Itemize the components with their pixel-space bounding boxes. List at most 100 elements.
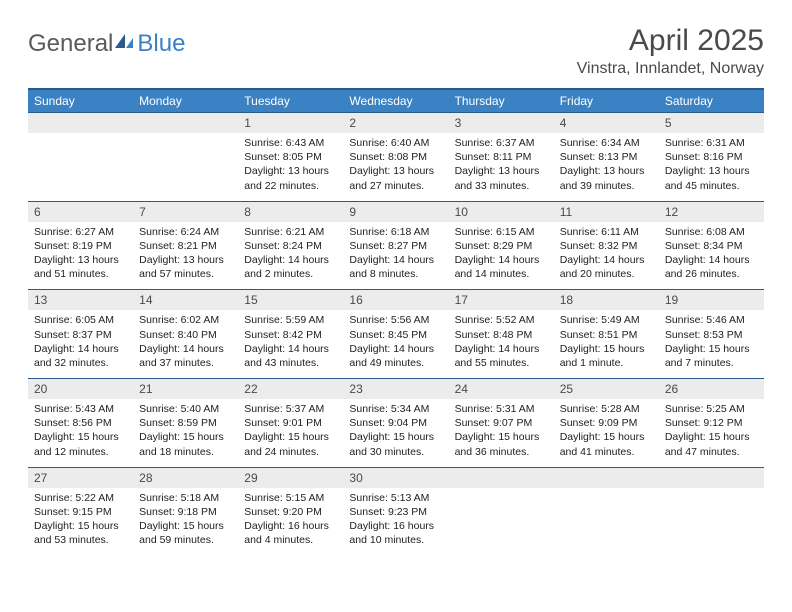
day-body: Sunrise: 5:37 AMSunset: 9:01 PMDaylight:… <box>238 399 343 467</box>
sunrise-line: Sunrise: 5:40 AM <box>139 402 232 416</box>
calendar-page: General Blue April 2025 Vinstra, Innland… <box>0 0 792 575</box>
daylight-line: Daylight: 14 hours and 26 minutes. <box>665 253 758 281</box>
daylight-line: Daylight: 14 hours and 49 minutes. <box>349 342 442 370</box>
calendar-cell: 4Sunrise: 6:34 AMSunset: 8:13 PMDaylight… <box>554 113 659 202</box>
sunrise-line: Sunrise: 6:08 AM <box>665 225 758 239</box>
daylight-line: Daylight: 14 hours and 2 minutes. <box>244 253 337 281</box>
weekday-header-row: SundayMondayTuesdayWednesdayThursdayFrid… <box>28 89 764 113</box>
calendar-cell: 24Sunrise: 5:31 AMSunset: 9:07 PMDayligh… <box>449 379 554 468</box>
sunset-line: Sunset: 8:32 PM <box>560 239 653 253</box>
sunrise-line: Sunrise: 6:40 AM <box>349 136 442 150</box>
title-block: April 2025 Vinstra, Innlandet, Norway <box>577 24 764 78</box>
calendar-cell: 11Sunrise: 6:11 AMSunset: 8:32 PMDayligh… <box>554 201 659 290</box>
sunset-line: Sunset: 8:27 PM <box>349 239 442 253</box>
calendar-week-row: 27Sunrise: 5:22 AMSunset: 9:15 PMDayligh… <box>28 467 764 555</box>
sunrise-line: Sunrise: 6:37 AM <box>455 136 548 150</box>
calendar-cell: 19Sunrise: 5:46 AMSunset: 8:53 PMDayligh… <box>659 290 764 379</box>
calendar-table: SundayMondayTuesdayWednesdayThursdayFrid… <box>28 88 764 555</box>
daylight-line: Daylight: 13 hours and 57 minutes. <box>139 253 232 281</box>
sunset-line: Sunset: 9:01 PM <box>244 416 337 430</box>
calendar-cell: 26Sunrise: 5:25 AMSunset: 9:12 PMDayligh… <box>659 379 764 468</box>
calendar-cell: 20Sunrise: 5:43 AMSunset: 8:56 PMDayligh… <box>28 379 133 468</box>
day-body: Sunrise: 5:56 AMSunset: 8:45 PMDaylight:… <box>343 310 448 378</box>
calendar-cell: 28Sunrise: 5:18 AMSunset: 9:18 PMDayligh… <box>133 467 238 555</box>
sunrise-line: Sunrise: 5:31 AM <box>455 402 548 416</box>
daylight-line: Daylight: 16 hours and 10 minutes. <box>349 519 442 547</box>
calendar-week-row: 20Sunrise: 5:43 AMSunset: 8:56 PMDayligh… <box>28 379 764 468</box>
day-body: Sunrise: 5:34 AMSunset: 9:04 PMDaylight:… <box>343 399 448 467</box>
calendar-cell: 29Sunrise: 5:15 AMSunset: 9:20 PMDayligh… <box>238 467 343 555</box>
month-title: April 2025 <box>577 24 764 58</box>
day-number: 24 <box>449 379 554 399</box>
daylight-line: Daylight: 15 hours and 53 minutes. <box>34 519 127 547</box>
sunrise-line: Sunrise: 6:43 AM <box>244 136 337 150</box>
day-body <box>554 488 659 546</box>
sunset-line: Sunset: 8:13 PM <box>560 150 653 164</box>
day-number: 23 <box>343 379 448 399</box>
calendar-cell: 23Sunrise: 5:34 AMSunset: 9:04 PMDayligh… <box>343 379 448 468</box>
day-number: 21 <box>133 379 238 399</box>
sunrise-line: Sunrise: 5:37 AM <box>244 402 337 416</box>
day-number: 25 <box>554 379 659 399</box>
day-number: 28 <box>133 468 238 488</box>
daylight-line: Daylight: 13 hours and 33 minutes. <box>455 164 548 192</box>
sunset-line: Sunset: 8:21 PM <box>139 239 232 253</box>
day-number: 17 <box>449 290 554 310</box>
sunset-line: Sunset: 8:05 PM <box>244 150 337 164</box>
daylight-line: Daylight: 13 hours and 27 minutes. <box>349 164 442 192</box>
day-number: 16 <box>343 290 448 310</box>
day-body: Sunrise: 5:25 AMSunset: 9:12 PMDaylight:… <box>659 399 764 467</box>
calendar-cell: 30Sunrise: 5:13 AMSunset: 9:23 PMDayligh… <box>343 467 448 555</box>
day-number <box>449 468 554 488</box>
header: General Blue April 2025 Vinstra, Innland… <box>28 24 764 78</box>
sunrise-line: Sunrise: 5:22 AM <box>34 491 127 505</box>
calendar-cell: 16Sunrise: 5:56 AMSunset: 8:45 PMDayligh… <box>343 290 448 379</box>
sunrise-line: Sunrise: 5:28 AM <box>560 402 653 416</box>
daylight-line: Daylight: 15 hours and 30 minutes. <box>349 430 442 458</box>
sunset-line: Sunset: 8:48 PM <box>455 328 548 342</box>
calendar-week-row: 1Sunrise: 6:43 AMSunset: 8:05 PMDaylight… <box>28 113 764 202</box>
day-body: Sunrise: 6:31 AMSunset: 8:16 PMDaylight:… <box>659 133 764 201</box>
sunrise-line: Sunrise: 5:18 AM <box>139 491 232 505</box>
day-body: Sunrise: 5:22 AMSunset: 9:15 PMDaylight:… <box>28 488 133 556</box>
sunrise-line: Sunrise: 6:18 AM <box>349 225 442 239</box>
day-number <box>554 468 659 488</box>
calendar-cell: 9Sunrise: 6:18 AMSunset: 8:27 PMDaylight… <box>343 201 448 290</box>
weekday-header: Monday <box>133 89 238 113</box>
day-number: 15 <box>238 290 343 310</box>
day-body: Sunrise: 6:02 AMSunset: 8:40 PMDaylight:… <box>133 310 238 378</box>
sunset-line: Sunset: 8:45 PM <box>349 328 442 342</box>
daylight-line: Daylight: 15 hours and 59 minutes. <box>139 519 232 547</box>
sunrise-line: Sunrise: 6:31 AM <box>665 136 758 150</box>
day-body: Sunrise: 6:34 AMSunset: 8:13 PMDaylight:… <box>554 133 659 201</box>
sunrise-line: Sunrise: 6:34 AM <box>560 136 653 150</box>
day-number: 11 <box>554 202 659 222</box>
sunset-line: Sunset: 8:19 PM <box>34 239 127 253</box>
day-number: 4 <box>554 113 659 133</box>
sunset-line: Sunset: 8:53 PM <box>665 328 758 342</box>
day-body: Sunrise: 6:24 AMSunset: 8:21 PMDaylight:… <box>133 222 238 290</box>
sunset-line: Sunset: 8:40 PM <box>139 328 232 342</box>
day-number: 27 <box>28 468 133 488</box>
sunset-line: Sunset: 8:51 PM <box>560 328 653 342</box>
sunrise-line: Sunrise: 6:02 AM <box>139 313 232 327</box>
day-body: Sunrise: 6:37 AMSunset: 8:11 PMDaylight:… <box>449 133 554 201</box>
day-number: 13 <box>28 290 133 310</box>
calendar-cell: 2Sunrise: 6:40 AMSunset: 8:08 PMDaylight… <box>343 113 448 202</box>
day-number: 18 <box>554 290 659 310</box>
calendar-cell: 18Sunrise: 5:49 AMSunset: 8:51 PMDayligh… <box>554 290 659 379</box>
day-number: 29 <box>238 468 343 488</box>
day-body: Sunrise: 6:05 AMSunset: 8:37 PMDaylight:… <box>28 310 133 378</box>
day-number <box>659 468 764 488</box>
day-number: 14 <box>133 290 238 310</box>
daylight-line: Daylight: 15 hours and 41 minutes. <box>560 430 653 458</box>
weekday-header: Tuesday <box>238 89 343 113</box>
calendar-cell: 15Sunrise: 5:59 AMSunset: 8:42 PMDayligh… <box>238 290 343 379</box>
sunset-line: Sunset: 8:29 PM <box>455 239 548 253</box>
sunset-line: Sunset: 8:42 PM <box>244 328 337 342</box>
sunset-line: Sunset: 9:20 PM <box>244 505 337 519</box>
calendar-cell: 17Sunrise: 5:52 AMSunset: 8:48 PMDayligh… <box>449 290 554 379</box>
sunrise-line: Sunrise: 5:59 AM <box>244 313 337 327</box>
daylight-line: Daylight: 15 hours and 36 minutes. <box>455 430 548 458</box>
calendar-cell: 3Sunrise: 6:37 AMSunset: 8:11 PMDaylight… <box>449 113 554 202</box>
